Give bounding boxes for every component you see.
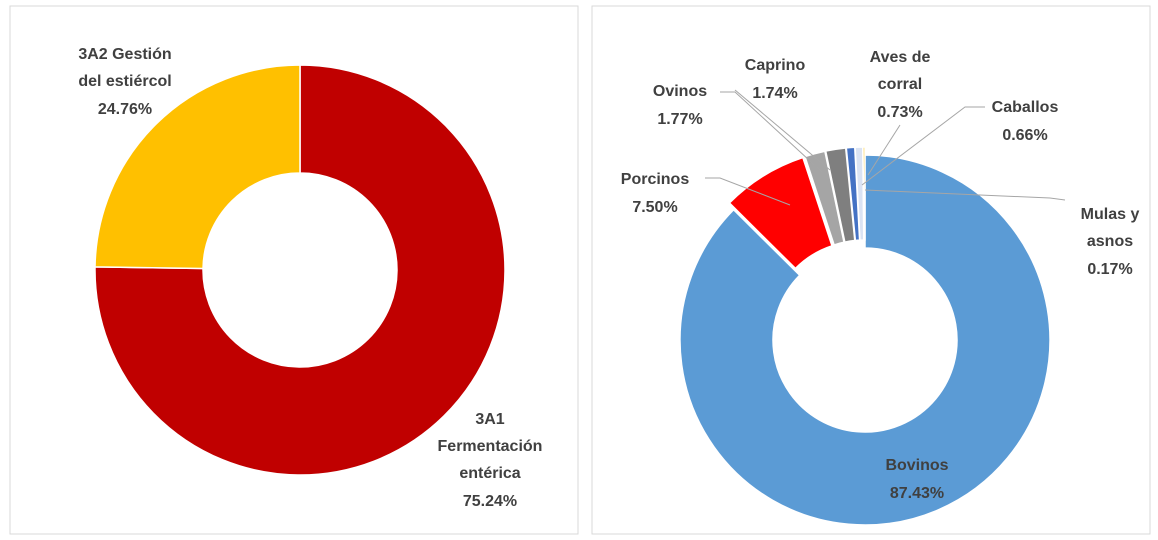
value-label: 75.24% bbox=[463, 493, 517, 510]
leader-line bbox=[861, 106, 985, 186]
category-label: Ovinos bbox=[653, 83, 707, 100]
slice bbox=[728, 156, 833, 270]
value-label: 0.17% bbox=[1087, 261, 1132, 278]
value-label: 7.50% bbox=[632, 199, 677, 216]
leader-line bbox=[734, 89, 831, 171]
slice bbox=[862, 146, 866, 241]
value-label: 1.74% bbox=[752, 85, 797, 102]
label-line: 3A1 bbox=[475, 411, 504, 428]
label-line: entérica bbox=[459, 465, 520, 482]
category-label: Bovinos bbox=[885, 457, 948, 474]
slice bbox=[94, 64, 301, 270]
category-label: Caballos bbox=[992, 99, 1059, 116]
leader-line bbox=[720, 91, 823, 173]
value-label: 0.66% bbox=[1002, 127, 1047, 144]
slice bbox=[679, 154, 1051, 526]
leader-line bbox=[864, 189, 1066, 201]
label-line: Aves de bbox=[870, 49, 931, 66]
label-line: Caballos bbox=[992, 99, 1059, 116]
category-label: Aves de corral bbox=[870, 49, 931, 93]
category-label: Caprino bbox=[745, 57, 806, 74]
value-label: 24.76% bbox=[98, 101, 152, 118]
value-label: 1.77% bbox=[657, 111, 702, 128]
category-label: 3A2 Gestión del estiércol bbox=[78, 46, 171, 90]
category-label: 3A1 Fermentación entérica bbox=[438, 411, 543, 482]
value-label: 0.73% bbox=[877, 104, 922, 121]
label-line: asnos bbox=[1087, 233, 1133, 250]
label-line: corral bbox=[878, 76, 922, 93]
label-line: Bovinos bbox=[885, 457, 948, 474]
category-label: Porcinos bbox=[621, 171, 690, 188]
leader-line bbox=[867, 124, 901, 176]
label-line: Ovinos bbox=[653, 83, 707, 100]
label-line: del estiércol bbox=[78, 73, 171, 90]
leader-line bbox=[705, 177, 791, 206]
value-label: 87.43% bbox=[890, 485, 944, 502]
label-line: Caprino bbox=[745, 57, 806, 74]
label-line: Porcinos bbox=[621, 171, 690, 188]
label-line: Mulas y bbox=[1081, 206, 1140, 223]
label-line: Fermentación bbox=[438, 438, 543, 455]
slice bbox=[94, 64, 506, 476]
label-line: 3A2 Gestión bbox=[78, 46, 171, 63]
category-label: Mulas y asnos bbox=[1081, 206, 1140, 250]
